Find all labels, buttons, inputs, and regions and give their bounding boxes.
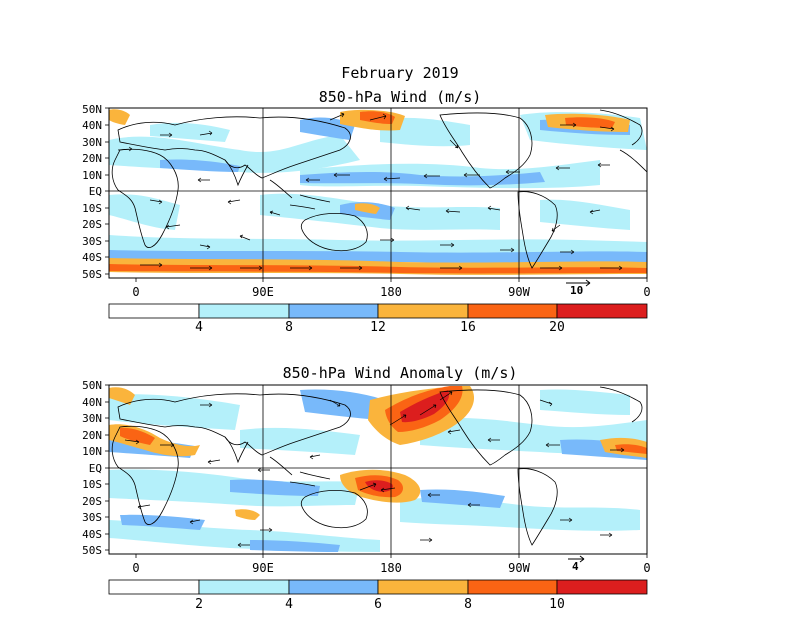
colorbar-label: 8 — [464, 597, 472, 612]
colorbar-swatch — [377, 579, 469, 595]
lon-label: 90W — [508, 285, 530, 299]
panel1-frame — [108, 107, 648, 279]
panel2-map — [105, 384, 648, 595]
lon-label: 90E — [252, 285, 274, 299]
colorbar-label: 12 — [370, 320, 386, 335]
lat-label: 50S — [82, 268, 102, 281]
lon-label: 0 — [132, 561, 140, 575]
colorbar-swatch — [288, 303, 379, 319]
colorbar-label: 4 — [195, 320, 203, 335]
panel2-frame — [108, 384, 648, 555]
lon-label: 180 — [380, 561, 402, 575]
colorbar-label: 4 — [285, 597, 293, 612]
lat-label: EQ — [88, 185, 102, 198]
lat-label: 30S — [82, 235, 102, 248]
lat-label: 20S — [82, 218, 102, 231]
colorbar-label: 8 — [285, 320, 293, 335]
lon-label: 0 — [132, 285, 140, 299]
lat-label: 10S — [82, 202, 102, 215]
colorbar-swatch — [467, 579, 558, 595]
panel1-map — [105, 107, 648, 319]
panel1-ticks — [105, 107, 648, 282]
lat-label: 50S — [82, 544, 102, 557]
colorbar-swatch — [108, 303, 200, 319]
panel1-reference-vector-label: 10 — [570, 284, 584, 297]
lat-label: 40S — [82, 528, 102, 541]
lat-label: 20N — [82, 429, 102, 442]
lat-label: 20S — [82, 495, 102, 508]
lon-label: 0 — [643, 561, 651, 575]
lat-label: 10S — [82, 478, 102, 491]
colorbar-label: 6 — [374, 597, 382, 612]
panel2-colorbar — [108, 579, 648, 595]
panel2-title: 850-hPa Wind Anomaly (m/s) — [282, 364, 518, 382]
colorbar-swatch — [377, 303, 469, 319]
lat-label: 10N — [82, 169, 102, 182]
colorbar-swatch — [198, 579, 290, 595]
lat-label: 50N — [82, 103, 102, 116]
lat-label: 30S — [82, 511, 102, 524]
lat-label: EQ — [88, 462, 102, 475]
panel2-anomaly-shading — [109, 385, 647, 554]
lat-label: 20N — [82, 152, 102, 165]
lon-label: 180 — [380, 285, 402, 299]
panel1-gridlines — [109, 108, 647, 278]
lat-label: 10N — [82, 445, 102, 458]
lat-label: 30N — [82, 412, 102, 425]
colorbar-swatch — [556, 579, 648, 595]
colorbar-label: 16 — [460, 320, 476, 335]
panel2-gridlines — [109, 385, 647, 554]
lon-label: 90W — [508, 561, 530, 575]
colorbar-swatch — [198, 303, 290, 319]
panel2-reference-vector — [568, 555, 585, 563]
lat-label: 40N — [82, 119, 102, 132]
panel1-reference-vector — [566, 279, 591, 287]
lat-label: 40N — [82, 396, 102, 409]
panel1-wind-speed-shading — [109, 108, 647, 278]
colorbar-label: 10 — [549, 597, 565, 612]
colorbar-swatch — [556, 303, 648, 319]
panel1-title: 850-hPa Wind (m/s) — [318, 88, 482, 106]
lat-label: 50N — [82, 379, 102, 392]
colorbar-label: 20 — [549, 320, 565, 335]
colorbar-swatch — [467, 303, 558, 319]
lat-label: 30N — [82, 136, 102, 149]
panel2-reference-vector-label: 4 — [572, 560, 579, 573]
lon-label: 90E — [252, 561, 274, 575]
map-title-date: February 2019 — [341, 64, 459, 82]
lon-label: 0 — [643, 285, 651, 299]
colorbar-label: 2 — [195, 597, 203, 612]
panel1-colorbar — [108, 303, 648, 319]
lat-label: 40S — [82, 251, 102, 264]
colorbar-swatch — [108, 579, 200, 595]
panel2-ticks — [105, 384, 648, 558]
colorbar-swatch — [288, 579, 379, 595]
